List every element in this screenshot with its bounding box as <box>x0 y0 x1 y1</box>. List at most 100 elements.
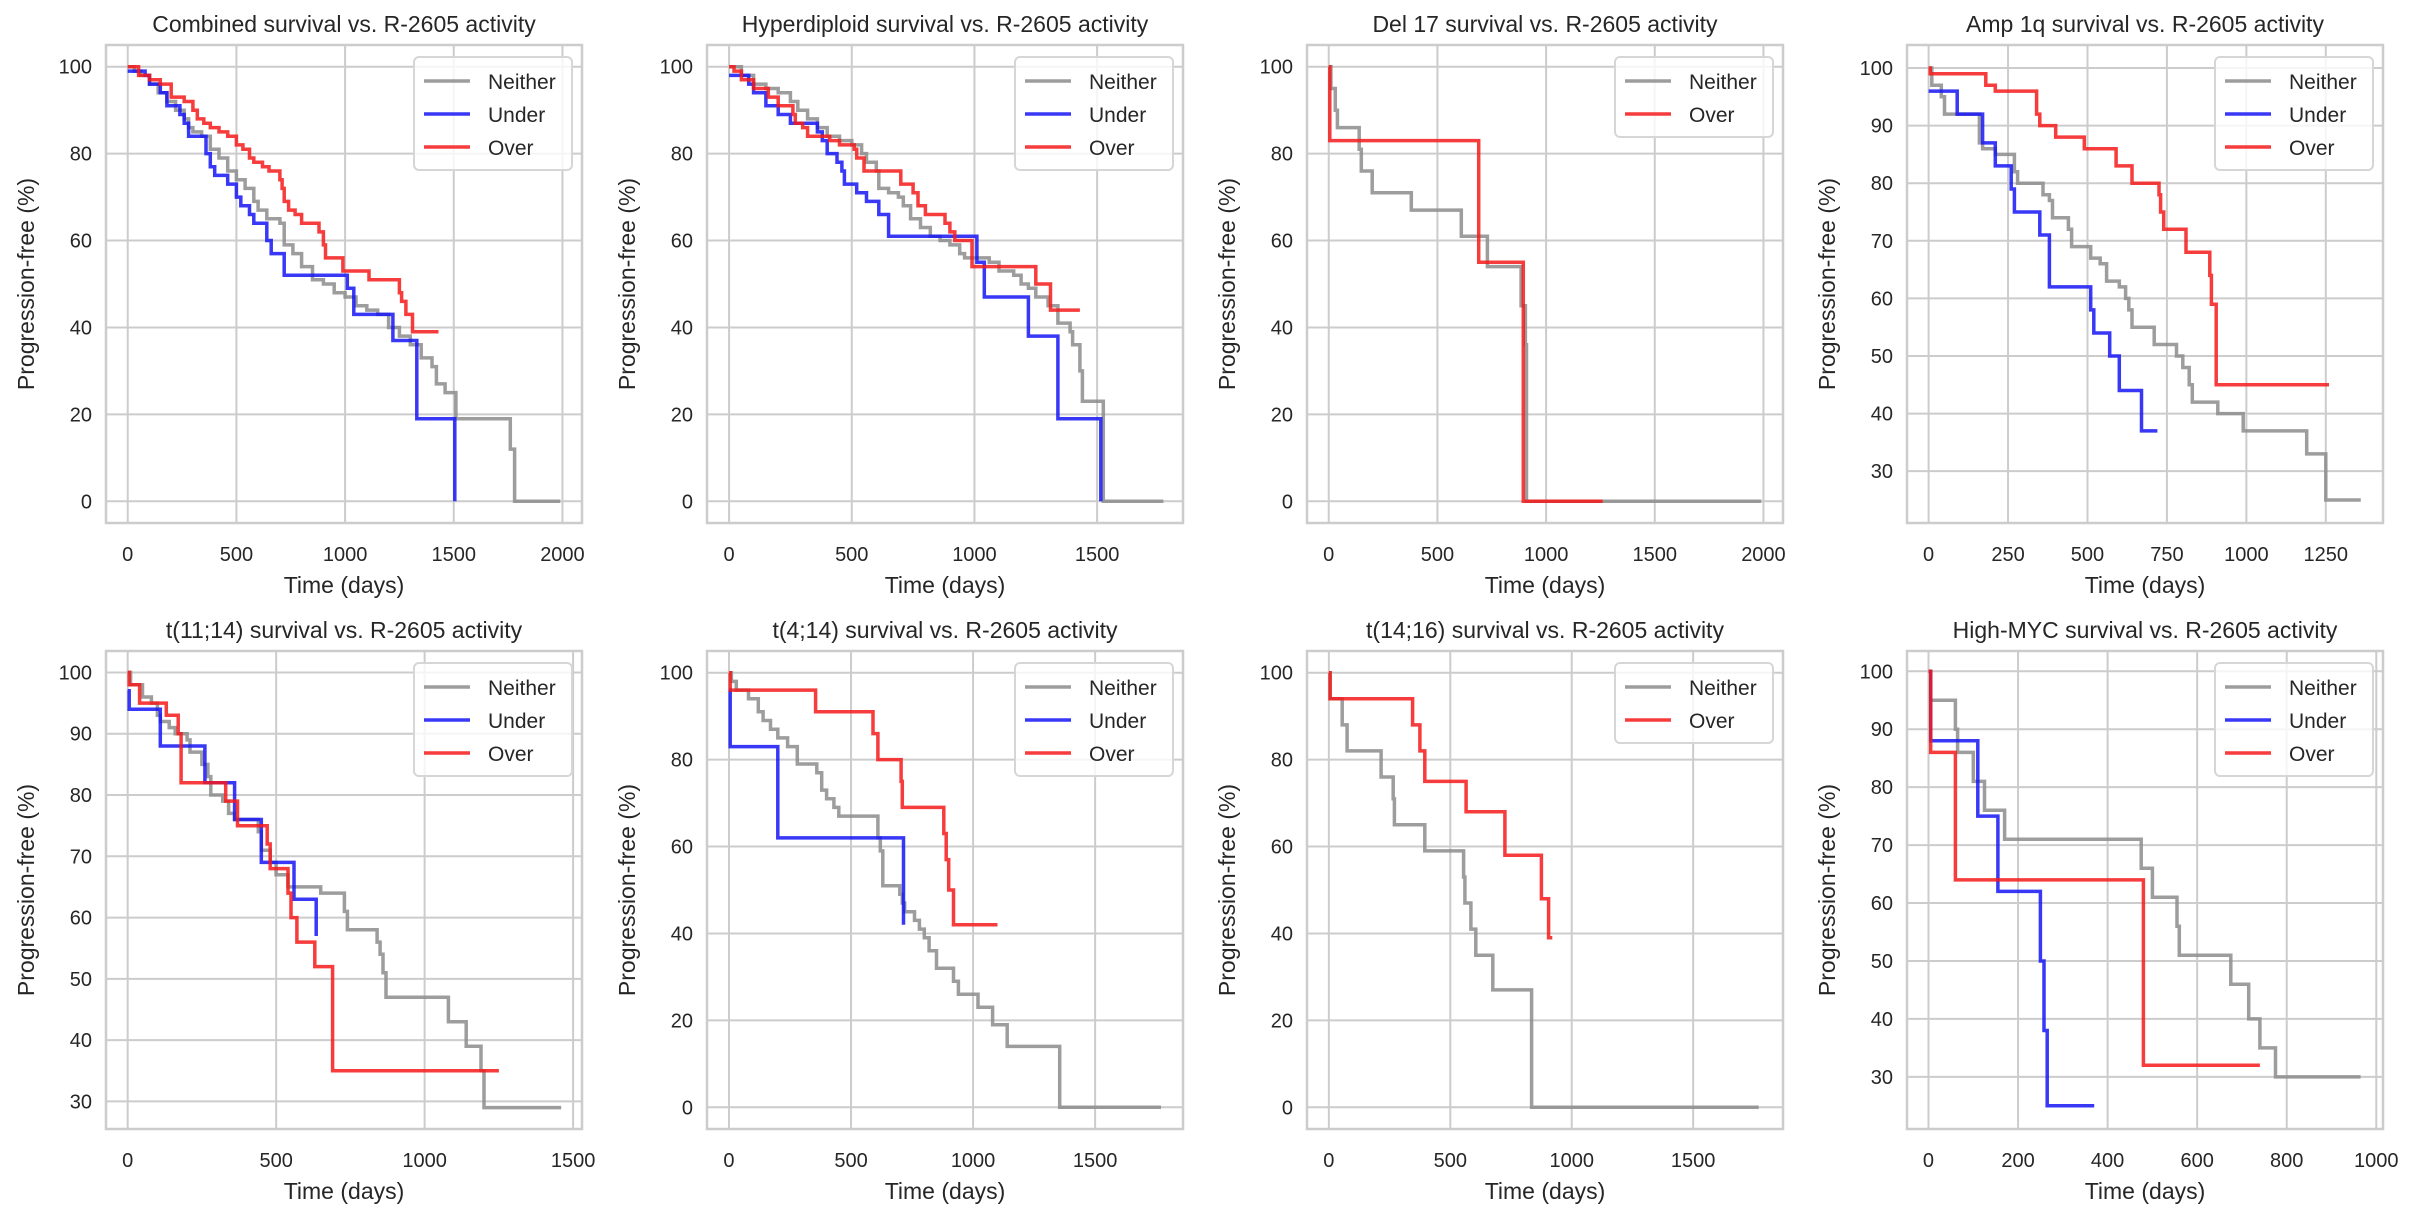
y-tick-label: 40 <box>671 923 693 945</box>
series-line-over <box>1328 64 1603 504</box>
y-tick-label: 100 <box>660 663 693 685</box>
series-line-under <box>728 688 906 925</box>
legend: Neither Under Over <box>2214 662 2374 777</box>
y-tick-label: 100 <box>59 57 92 79</box>
legend-box <box>413 56 573 171</box>
legend-box <box>1614 662 1774 744</box>
subplot-title: Combined survival vs. R-2605 activity <box>152 11 536 37</box>
y-tick-label: 60 <box>70 908 92 930</box>
y-axis-label: Progression-free (%) <box>614 784 640 996</box>
x-axis-label: Time (days) <box>2085 1178 2206 1204</box>
legend-label-over: Over <box>2289 743 2335 766</box>
legend-label-under: Under <box>1089 104 1146 127</box>
y-tick-label: 60 <box>1271 837 1293 859</box>
x-tick-label: 0 <box>1323 544 1334 566</box>
x-tick-label: 500 <box>1421 544 1454 566</box>
y-tick-label: 60 <box>671 837 693 859</box>
y-tick-label: 0 <box>1282 491 1293 513</box>
y-tick-label: 80 <box>70 785 92 807</box>
x-tick-label: 1500 <box>1633 544 1678 566</box>
legend-label-over: Over <box>1689 710 1735 733</box>
y-tick-label: 50 <box>1871 346 1893 368</box>
x-tick-label: 1000 <box>1549 1150 1594 1172</box>
series-line-neither <box>1928 669 2361 1079</box>
subplot-title: t(14;16) survival vs. R-2605 activity <box>1366 617 1724 643</box>
y-tick-label: 60 <box>1871 893 1893 915</box>
y-tick-label: 90 <box>1871 719 1893 741</box>
legend-label-under: Under <box>488 710 545 733</box>
y-tick-label: 0 <box>1282 1097 1293 1119</box>
legend-box <box>1614 56 1774 138</box>
legend-box <box>1014 56 1174 171</box>
series-line-neither <box>1328 670 1759 1110</box>
x-axis-label: Time (days) <box>885 1178 1006 1204</box>
y-axis-label: Progression-free (%) <box>614 178 640 390</box>
x-axis-label: Time (days) <box>885 572 1006 598</box>
subplot-4: 0 250 500 750 1000 1250 30 40 50 60 70 80 90 100 Amp 1… <box>1814 11 2385 598</box>
y-tick-label: 70 <box>1871 231 1893 253</box>
subplot-title: Del 17 survival vs. R-2605 activity <box>1372 11 1718 37</box>
axes-frame <box>1305 43 1785 525</box>
y-tick-label: 20 <box>1271 404 1293 426</box>
series-line-under <box>729 73 1103 502</box>
subplot-title: t(11;14) survival vs. R-2605 activity <box>166 617 523 643</box>
x-tick-label: 500 <box>259 1150 292 1172</box>
y-tick-label: 100 <box>1860 58 1893 80</box>
x-axis-label: Time (days) <box>284 1178 405 1204</box>
legend-label-under: Under <box>488 104 545 127</box>
y-tick-label: 60 <box>1871 288 1893 310</box>
y-tick-label: 60 <box>671 231 693 253</box>
y-tick-label: 80 <box>1871 173 1893 195</box>
y-axis-label: Progression-free (%) <box>1214 784 1240 996</box>
x-axis-label: Time (days) <box>1485 572 1606 598</box>
legend: Neither Over <box>1614 662 1774 744</box>
y-tick-label: 80 <box>671 750 693 772</box>
legend-box <box>2214 56 2374 171</box>
y-axis-label: Progression-free (%) <box>13 178 39 390</box>
legend: Neither Under Over <box>1014 56 1174 171</box>
y-tick-label: 40 <box>1271 923 1293 945</box>
x-tick-label: 1000 <box>2354 1150 2399 1172</box>
y-tick-label: 20 <box>671 404 693 426</box>
x-tick-label: 0 <box>122 544 133 566</box>
subplot-title: High-MYC survival vs. R-2605 activity <box>1953 617 2338 643</box>
x-tick-label: 250 <box>1991 544 2024 566</box>
x-tick-label: 1500 <box>1671 1150 1716 1172</box>
subplot-title: t(4;14) survival vs. R-2605 activity <box>772 617 1118 643</box>
x-tick-label: 500 <box>1434 1150 1467 1172</box>
subplot-1: 0 500 1000 1500 2000 0 20 40 60 80 100 Combined sur… <box>13 11 585 598</box>
legend-label-under: Under <box>2289 710 2346 733</box>
axes-frame <box>104 649 584 1131</box>
axes-frame <box>1905 649 2385 1131</box>
legend-label-over: Over <box>1089 137 1135 160</box>
legend-box <box>2214 662 2374 777</box>
y-tick-label: 60 <box>1271 231 1293 253</box>
axes-frame <box>705 43 1185 525</box>
x-tick-label: 500 <box>834 1150 867 1172</box>
series-line-neither <box>729 64 1164 504</box>
y-tick-label: 20 <box>70 404 92 426</box>
series-line-neither <box>127 64 561 504</box>
legend: Neither Under Over <box>413 56 573 171</box>
legend-label-over: Over <box>1689 104 1735 127</box>
y-axis-label: Progression-free (%) <box>13 784 39 996</box>
x-tick-label: 0 <box>1323 1150 1334 1172</box>
x-tick-label: 500 <box>2071 544 2104 566</box>
legend-label-over: Over <box>2289 137 2335 160</box>
legend-label-over: Over <box>1089 743 1135 766</box>
y-tick-label: 40 <box>70 1030 92 1052</box>
x-tick-label: 1000 <box>951 1150 996 1172</box>
x-tick-label: 1000 <box>402 1150 447 1172</box>
x-tick-label: 0 <box>723 1150 734 1172</box>
legend-box <box>1014 662 1174 777</box>
legend: Neither Under Over <box>1014 662 1174 777</box>
series-line-over <box>1328 670 1553 940</box>
y-axis-label: Progression-free (%) <box>1814 178 1840 390</box>
x-tick-label: 1250 <box>2304 544 2349 566</box>
axes-frame <box>705 649 1185 1131</box>
y-tick-label: 100 <box>1860 661 1893 683</box>
y-tick-label: 80 <box>70 144 92 166</box>
legend: Neither Under Over <box>2214 56 2374 171</box>
x-tick-label: 750 <box>2150 544 2183 566</box>
y-tick-label: 70 <box>1871 835 1893 857</box>
